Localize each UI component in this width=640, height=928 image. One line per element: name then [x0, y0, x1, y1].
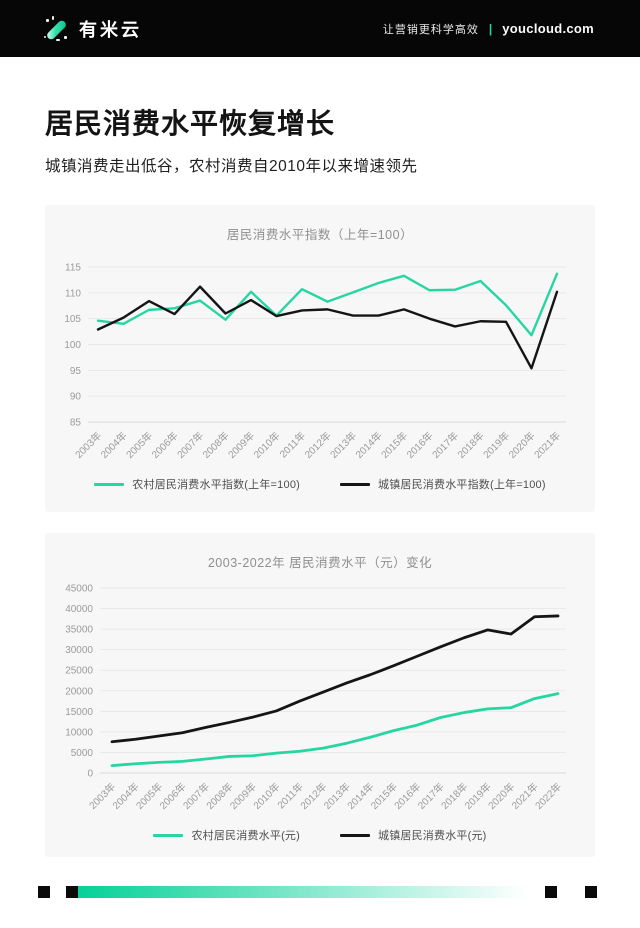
- svg-text:2014年: 2014年: [353, 429, 385, 461]
- rural-level-swatch: [153, 833, 184, 837]
- svg-text:0: 0: [87, 769, 93, 780]
- index-chart-legend: 农村居民消费水平指数(上年=100) 城镇居民消费水平指数(上年=100): [45, 476, 595, 492]
- index-chart-title: 居民消费水平指数（上年=100）: [226, 228, 414, 242]
- header-bar: 有米云 让营销更科学高效 | youcloud.com: [0, 0, 640, 57]
- consumption-level-chart: 45000 40000 35000 30000 25000 20000 15000 10000…: [65, 584, 566, 812]
- level-chart-title: 2003-2022年 居民消费水平（元）变化: [207, 556, 433, 570]
- svg-text:2006年: 2006年: [149, 429, 181, 461]
- svg-text:90: 90: [70, 392, 82, 403]
- header-domain: youcloud.com: [502, 21, 594, 36]
- svg-text:5000: 5000: [71, 748, 94, 759]
- svg-text:2010年: 2010年: [250, 780, 282, 812]
- footer-square: [585, 886, 597, 898]
- svg-text:115: 115: [65, 263, 81, 274]
- footer-decoration: [0, 886, 640, 898]
- svg-text:105: 105: [64, 314, 81, 325]
- urban-index-swatch: [340, 482, 370, 486]
- header-right: 让营销更科学高效 | youcloud.com: [383, 21, 594, 37]
- urban-level-swatch: [340, 833, 370, 837]
- youmi-logo-icon: [44, 15, 70, 42]
- youmi-logo: 有米云: [44, 15, 142, 42]
- svg-text:2015年: 2015年: [378, 429, 410, 461]
- svg-text:2021年: 2021年: [531, 429, 563, 461]
- svg-text:95: 95: [70, 366, 82, 377]
- svg-text:2012年: 2012年: [302, 429, 334, 461]
- svg-text:2016年: 2016年: [404, 429, 436, 461]
- rural-index-swatch: [94, 482, 125, 486]
- svg-text:25000: 25000: [65, 666, 93, 677]
- headline-block: 居民消费水平恢复增长 城镇消费走出低谷，农村消费自2010年以来增速领先: [45, 108, 595, 176]
- legend-item-rural-level: 农村居民消费水平(元): [153, 827, 300, 843]
- svg-text:2009年: 2009年: [225, 429, 257, 461]
- footer-square: [545, 886, 557, 898]
- footer-square: [66, 886, 78, 898]
- svg-text:10000: 10000: [65, 727, 93, 738]
- svg-text:2004年: 2004年: [98, 429, 130, 461]
- consumption-index-chart: 1151101051009590852003年2004年2005年2006年20…: [64, 263, 566, 461]
- level-chart-card: 2003-2022年 居民消费水平（元）变化 45000 40000 35000 30…: [45, 533, 595, 857]
- svg-text:2005年: 2005年: [123, 429, 155, 461]
- svg-text:2017年: 2017年: [429, 429, 461, 461]
- footer-square: [38, 886, 50, 898]
- svg-text:2019年: 2019年: [480, 429, 512, 461]
- rural-level-label: 农村居民消费水平(元): [191, 830, 300, 842]
- svg-text:35000: 35000: [65, 625, 93, 636]
- rural-index-label: 农村居民消费水平指数(上年=100): [132, 479, 300, 491]
- svg-text:2003年: 2003年: [72, 429, 104, 461]
- legend-item-urban-level: 城镇居民消费水平(元): [340, 827, 487, 843]
- svg-text:40000: 40000: [65, 604, 93, 615]
- svg-text:85: 85: [70, 418, 82, 429]
- svg-text:110: 110: [65, 288, 81, 299]
- svg-text:45000: 45000: [65, 584, 93, 595]
- svg-text:15000: 15000: [65, 707, 93, 718]
- logo-text: 有米云: [79, 19, 142, 40]
- svg-text:100: 100: [64, 340, 81, 351]
- page-subtitle: 城镇消费走出低谷，农村消费自2010年以来增速领先: [45, 158, 418, 175]
- level-chart-legend: 农村居民消费水平(元) 城镇居民消费水平(元): [45, 827, 595, 843]
- svg-text:2022年: 2022年: [532, 780, 564, 812]
- svg-text:2010年: 2010年: [251, 429, 283, 461]
- svg-text:30000: 30000: [65, 645, 93, 656]
- svg-text:2011年: 2011年: [277, 429, 308, 460]
- legend-item-urban-index: 城镇居民消费水平指数(上年=100): [340, 476, 546, 492]
- urban-index-label: 城镇居民消费水平指数(上年=100): [378, 479, 546, 491]
- legend-item-rural-index: 农村居民消费水平指数(上年=100): [94, 476, 300, 492]
- svg-text:2008年: 2008年: [200, 429, 232, 461]
- header-separator: |: [488, 21, 493, 36]
- svg-text:2020年: 2020年: [506, 429, 538, 461]
- index-chart-card: 居民消费水平指数（上年=100） 115 110 105 100 95 90 85 2003年…: [45, 205, 595, 512]
- svg-text:2013年: 2013年: [327, 429, 359, 461]
- page-title: 居民消费水平恢复增长: [45, 108, 336, 139]
- svg-text:2018年: 2018年: [455, 429, 487, 461]
- urban-level-label: 城镇居民消费水平(元): [378, 830, 487, 842]
- footer-gradient-bar: [78, 886, 528, 898]
- header-tagline: 让营销更科学高效: [382, 23, 479, 36]
- svg-text:20000: 20000: [65, 686, 93, 697]
- svg-text:2007年: 2007年: [174, 429, 206, 461]
